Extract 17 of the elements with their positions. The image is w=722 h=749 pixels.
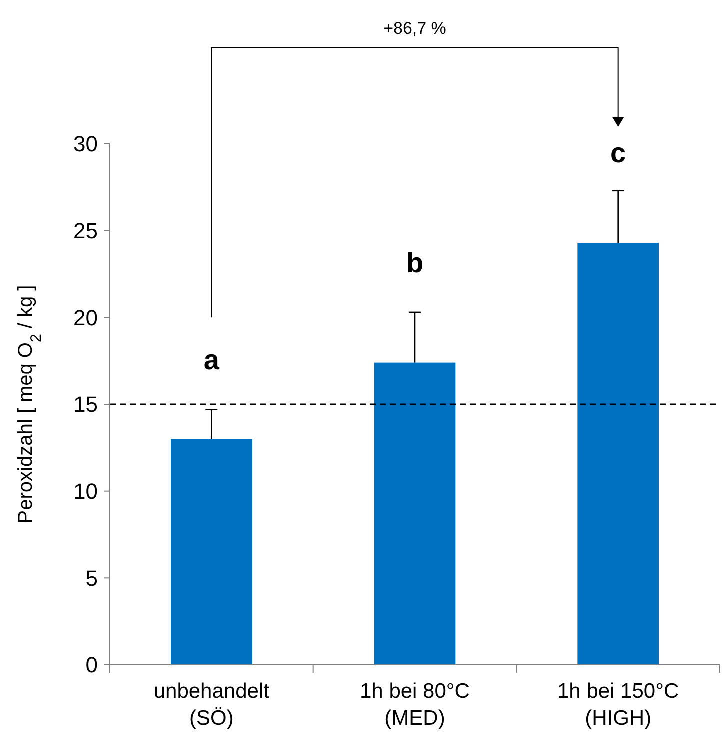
y-tick-label: 25 bbox=[74, 218, 98, 244]
bar bbox=[374, 362, 456, 665]
y-tick-label: 10 bbox=[74, 479, 98, 504]
text: +86,7 % bbox=[384, 19, 446, 38]
bar bbox=[578, 242, 659, 665]
y-tick-label: 15 bbox=[74, 392, 98, 418]
annotation: c bbox=[610, 137, 626, 168]
x-tick-label: unbehandelt (SÖ) bbox=[154, 680, 270, 730]
x-tick-label: 1h bei 80°C (MED) bbox=[360, 680, 470, 730]
x-tick-label: 1h bei 150°C (HIGH) bbox=[558, 680, 680, 730]
annotation: a bbox=[204, 344, 220, 376]
y-tick-label: 5 bbox=[86, 566, 98, 591]
y-tick-label: 30 bbox=[74, 132, 98, 157]
y-tick-label: 20 bbox=[74, 305, 98, 330]
y-tick-label: 0 bbox=[86, 652, 98, 678]
annotation: b bbox=[406, 247, 424, 278]
bar bbox=[171, 439, 252, 665]
